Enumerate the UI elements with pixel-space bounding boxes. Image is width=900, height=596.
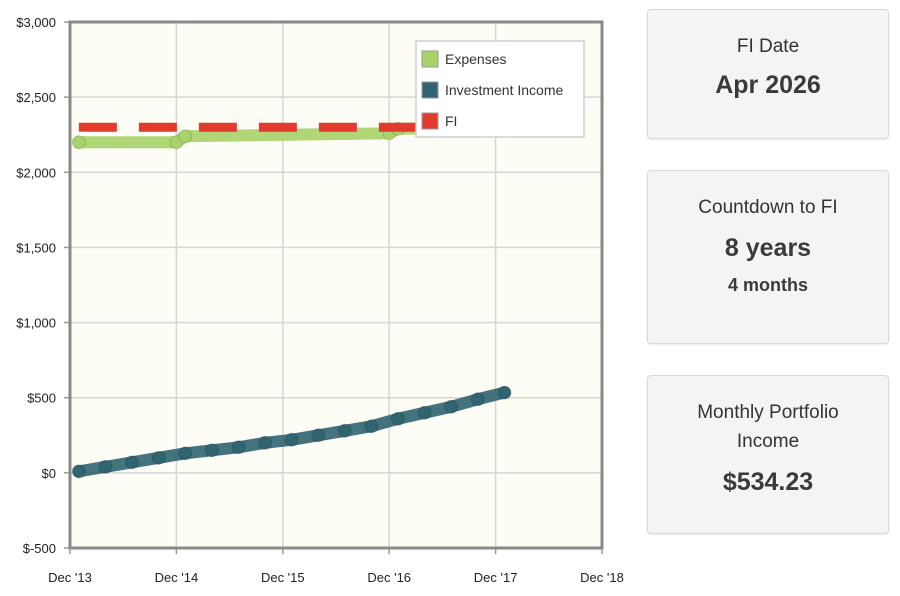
y-axis-labels: $3,000 $2,500 $2,000 $1,500 $1,000 $500 $0 $-50… <box>16 15 56 556</box>
y-tick-label: $1,000 <box>16 316 56 331</box>
series-investment-income <box>71 385 512 479</box>
series-point <box>417 405 432 420</box>
series-point <box>231 440 246 455</box>
series-point <box>71 135 86 150</box>
fi-date-value: Apr 2026 <box>715 71 821 99</box>
series-point <box>71 464 86 479</box>
legend-swatch <box>421 50 439 68</box>
series-point <box>258 435 273 450</box>
legend-item-expenses: Expenses <box>421 50 506 68</box>
y-tick-label: $0 <box>42 466 56 481</box>
series-point <box>470 392 485 407</box>
series-point <box>204 443 219 458</box>
fi-date-card: FI Date Apr 2026 <box>647 9 889 139</box>
series-point <box>178 129 193 144</box>
x-axis-labels: Dec '13 Dec '14 Dec '15 Dec '16 Dec '17 Dec '… <box>48 570 624 585</box>
series-point <box>337 423 352 438</box>
countdown-months: 4 months <box>727 275 808 295</box>
y-tick-label: $500 <box>27 391 56 406</box>
countdown-years: 8 years <box>724 234 812 262</box>
series-point <box>284 432 299 447</box>
y-tick-label: $2,000 <box>16 165 56 180</box>
chart-series <box>71 120 512 479</box>
chart-legend[interactable]: Expenses Investment Income FI <box>415 40 585 138</box>
legend-label: FI <box>445 113 457 129</box>
series-point <box>391 411 406 426</box>
y-tick-label: $3,000 <box>16 15 56 30</box>
series-point <box>98 459 113 474</box>
plot-frame <box>68 20 604 550</box>
x-tick-label: Dec '18 <box>580 570 624 585</box>
fi-date-label: FI Date <box>736 36 800 57</box>
legend-item-investment-income: Investment Income <box>421 81 563 99</box>
fi-chart: $3,000 $2,500 $2,000 $1,500 $1,000 $500 $0 $-50… <box>16 15 624 585</box>
legend-label: Expenses <box>445 51 506 67</box>
x-tick-label: Dec '13 <box>48 570 92 585</box>
series-point <box>178 446 193 461</box>
legend-swatch <box>421 112 439 130</box>
countdown-label: Countdown to FI <box>698 197 838 218</box>
y-tick-label: $2,500 <box>16 90 56 105</box>
portfolio-income-value: $534.23 <box>722 468 814 496</box>
portfolio-income-label: Monthly Portfolio Income <box>697 402 839 452</box>
portfolio-income-card: Monthly Portfolio Income $534.23 <box>647 375 889 534</box>
series-point <box>311 428 326 443</box>
y-tick-label: $1,500 <box>16 240 56 255</box>
series-point <box>444 399 459 414</box>
series-point <box>364 419 379 434</box>
series-point <box>151 450 166 465</box>
legend-box <box>415 40 585 138</box>
legend-swatch <box>421 81 439 99</box>
countdown-card: Countdown to FI 8 years 4 months <box>647 170 889 344</box>
x-tick-label: Dec '17 <box>474 570 518 585</box>
x-tick-label: Dec '16 <box>367 570 411 585</box>
chart-axes <box>64 20 604 554</box>
x-tick-label: Dec '14 <box>155 570 199 585</box>
legend-item-fi: FI <box>421 112 457 130</box>
series-point <box>125 455 140 470</box>
x-tick-label: Dec '15 <box>261 570 305 585</box>
legend-label: Investment Income <box>445 82 563 98</box>
y-tick-label: $-500 <box>23 541 56 556</box>
series-point <box>497 385 512 400</box>
